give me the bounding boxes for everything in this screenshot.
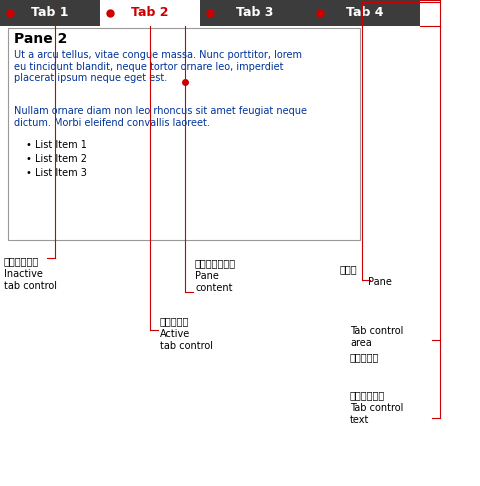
- Text: Tab 3: Tab 3: [236, 6, 274, 19]
- Bar: [200, 0, 310, 26]
- Bar: [8, 28, 360, 240]
- Text: Pane: Pane: [368, 277, 392, 287]
- Text: 标签控制区: 标签控制区: [350, 352, 379, 362]
- Text: Tab control
text: Tab control text: [350, 403, 403, 425]
- Text: • List Item 2: • List Item 2: [26, 154, 87, 164]
- Text: Tab control
area: Tab control area: [350, 326, 403, 347]
- Text: 选中的标签: 选中的标签: [160, 316, 190, 326]
- Text: Pane
content: Pane content: [195, 271, 232, 293]
- Text: Inactive
tab control: Inactive tab control: [4, 269, 57, 291]
- Text: 内容区里的信息: 内容区里的信息: [195, 258, 236, 268]
- Text: Tab 2: Tab 2: [131, 6, 169, 19]
- Text: 内容区: 内容区: [340, 264, 358, 274]
- Bar: [100, 0, 200, 26]
- Text: Active
tab control: Active tab control: [160, 329, 213, 350]
- Text: Ut a arcu tellus, vitae congue massa. Nunc porttitor, lorem
eu tincidunt blandit: Ut a arcu tellus, vitae congue massa. Nu…: [14, 50, 302, 83]
- Text: 未选中的标签: 未选中的标签: [4, 256, 39, 266]
- Text: Tab 4: Tab 4: [346, 6, 384, 19]
- Text: Tab 1: Tab 1: [31, 6, 69, 19]
- Bar: [310, 0, 420, 26]
- Text: Pane 2: Pane 2: [14, 32, 67, 46]
- Text: • List Item 3: • List Item 3: [26, 168, 87, 178]
- Text: • List Item 1: • List Item 1: [26, 140, 87, 150]
- Text: 标签上的文字: 标签上的文字: [350, 390, 385, 400]
- Bar: [0, 0, 100, 26]
- Text: Nullam ornare diam non leo rhoncus sit amet feugiat neque
dictum. Morbi eleifend: Nullam ornare diam non leo rhoncus sit a…: [14, 106, 307, 128]
